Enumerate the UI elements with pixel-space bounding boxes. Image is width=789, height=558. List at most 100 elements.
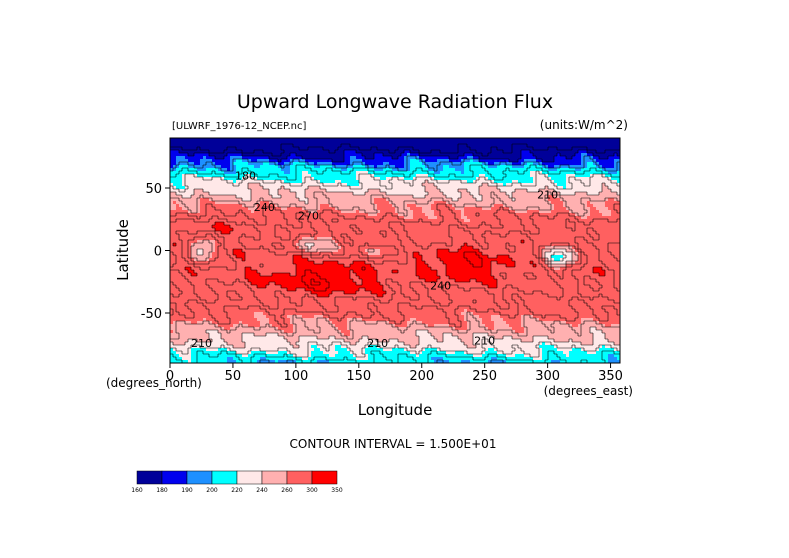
field-cell [239,207,243,211]
field-cell [539,213,543,217]
field-cell [470,201,474,205]
field-cell [281,141,285,145]
field-cell [425,204,429,208]
field-cell [392,225,396,229]
field-cell [461,171,465,175]
field-cell [278,222,282,226]
field-cell [368,192,372,196]
field-cell [611,147,615,151]
field-cell [590,156,594,160]
field-cell [590,171,594,175]
field-cell [551,204,555,208]
field-cell [542,198,546,202]
field-cell [236,171,240,175]
field-cell [563,165,567,169]
field-cell [494,231,498,235]
field-cell [263,165,267,169]
field-cell [407,198,411,202]
field-cell [518,174,522,178]
field-cell [239,183,243,187]
field-cell [407,213,411,217]
field-cell [398,231,402,235]
field-cell [410,171,414,175]
field-cell [485,225,489,229]
field-cell [200,207,204,211]
field-cell [296,228,300,232]
field-cell [221,219,225,223]
field-cell [284,219,288,223]
field-cell [464,201,468,205]
field-cell [194,219,198,223]
field-cell [248,222,252,226]
field-cell [173,213,177,217]
field-cell [392,150,396,154]
field-cell [383,138,387,142]
field-cell [515,213,519,217]
field-cell [347,201,351,205]
field-cell [545,204,549,208]
field-cell [224,150,228,154]
field-cell [590,138,594,142]
field-cell [422,180,426,184]
field-cell [419,207,423,211]
field-cell [521,153,525,157]
field-cell [581,171,585,175]
field-cell [593,156,597,160]
field-cell [425,213,429,217]
field-cell [350,162,354,166]
field-cell [512,198,516,202]
field-cell [554,204,558,208]
field-cell [302,222,306,226]
field-cell [443,174,447,178]
field-cell [398,228,402,232]
field-cell [590,225,594,229]
field-cell [536,234,540,238]
field-cell [536,141,540,145]
field-cell [449,219,453,223]
field-cell [173,192,177,196]
field-cell [218,189,222,193]
field-cell [539,159,543,163]
field-cell [533,186,537,190]
field-cell [449,141,453,145]
field-cell [338,207,342,211]
field-cell [509,144,513,148]
field-cell [443,156,447,160]
field-cell [332,231,336,235]
field-cell [335,210,339,214]
field-cell [371,147,375,151]
field-cell [476,144,480,148]
field-cell [344,186,348,190]
field-cell [359,156,363,160]
field-cell [284,159,288,163]
field-cell [311,150,315,154]
field-cell [611,234,615,238]
field-cell [611,168,615,172]
field-cell [443,162,447,166]
field-cell [458,201,462,205]
field-cell [299,189,303,193]
field-cell [617,144,621,148]
field-cell [395,165,399,169]
field-cell [575,228,579,232]
field-cell [251,237,255,241]
field-cell [275,222,279,226]
field-cell [341,201,345,205]
field-cell [314,153,318,157]
field-cell [257,168,261,172]
field-cell [407,210,411,214]
field-cell [176,201,180,205]
field-cell [545,195,549,199]
field-cell [383,168,387,172]
field-cell [479,201,483,205]
field-cell [488,156,492,160]
field-cell [485,198,489,202]
field-cell [356,186,360,190]
field-cell [527,141,531,145]
field-cell [386,144,390,148]
field-cell [197,210,201,214]
field-cell [272,138,276,142]
field-cell [467,144,471,148]
field-cell [413,156,417,160]
field-cell [353,198,357,202]
